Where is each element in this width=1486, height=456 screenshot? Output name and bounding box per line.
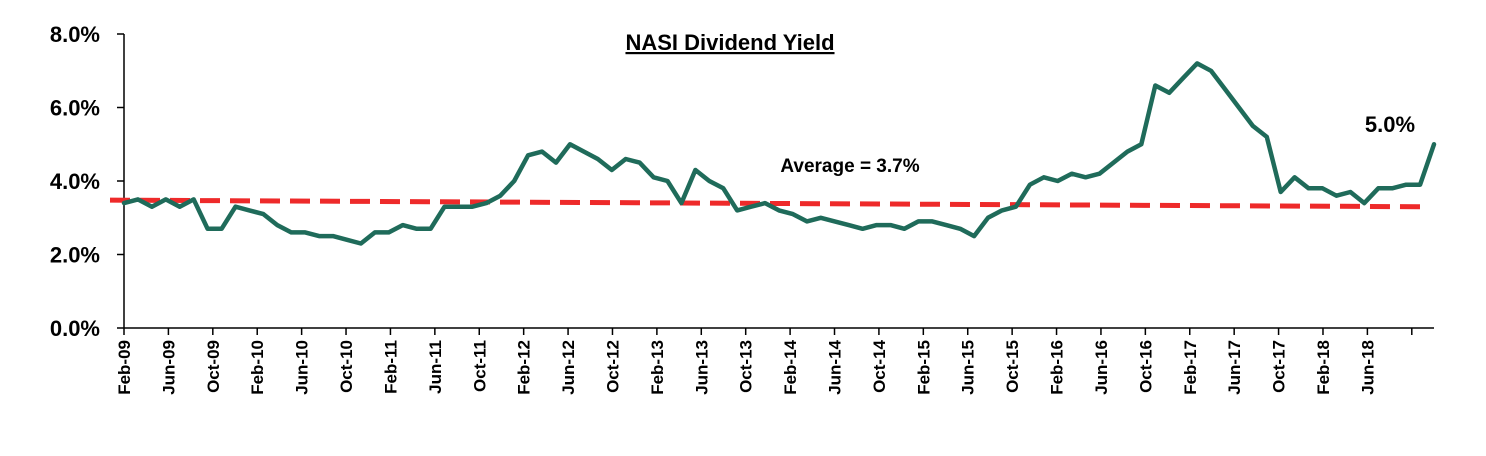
x-tick-label: Jun-12 <box>559 340 578 395</box>
series-group <box>121 61 1437 246</box>
chart-title: NASI Dividend Yield <box>625 30 834 55</box>
x-tick-label: Oct-13 <box>737 340 756 393</box>
x-tick-label: Feb-14 <box>781 339 800 394</box>
x-tick-label: Jun-14 <box>826 339 845 394</box>
x-tick-label: Feb-13 <box>648 340 667 395</box>
x-tick-label: Oct-16 <box>1136 340 1155 393</box>
x-tick-label: Jun-15 <box>959 340 978 395</box>
x-tick-label: Feb-17 <box>1181 340 1200 395</box>
average-line <box>109 197 1423 210</box>
y-tick-label: 8.0% <box>50 22 100 47</box>
x-tick-label: Feb-10 <box>248 340 267 395</box>
y-tick-label: 0.0% <box>50 316 100 341</box>
x-tick-label: Oct-14 <box>870 339 889 392</box>
x-tick-label: Feb-16 <box>1048 340 1067 395</box>
x-tick-label: Feb-11 <box>381 340 400 394</box>
y-tick-label: 2.0% <box>50 243 100 268</box>
x-tick-label: Oct-11 <box>470 340 489 392</box>
latest-value-annotation: 5.0% <box>1365 112 1415 137</box>
x-tick-label: Oct-17 <box>1270 340 1289 393</box>
x-tick-label: Oct-12 <box>603 340 622 393</box>
x-tick-label: Feb-09 <box>115 340 134 395</box>
x-tick-label: Feb-18 <box>1314 340 1333 395</box>
x-tick-label: Feb-15 <box>914 340 933 395</box>
x-tick-label: Jun-10 <box>293 340 312 395</box>
average-annotation: Average = 3.7% <box>780 156 919 177</box>
x-tick-label: Jun-16 <box>1092 340 1111 395</box>
y-tick-label: 6.0% <box>50 96 100 121</box>
x-tick-label: Oct-15 <box>1003 340 1022 393</box>
y-axis: 0.0% 2.0% 4.0% 6.0% 8.0% <box>50 22 125 341</box>
x-tick-label: Jun-09 <box>159 340 178 395</box>
average-line-group <box>109 197 1423 210</box>
y-tick-label: 4.0% <box>50 169 100 194</box>
x-tick-label: Oct-10 <box>337 340 356 393</box>
series-line <box>121 61 1437 246</box>
x-tick-label: Jun-17 <box>1225 340 1244 395</box>
x-axis: Feb-09 Jun-09 Oct-09 Feb-10 Jun-10 Oct-10 Feb-… <box>115 327 1434 395</box>
x-tick-label: Jun-13 <box>692 340 711 395</box>
x-tick-label: Oct-09 <box>204 340 223 393</box>
x-tick-label: Feb-12 <box>515 340 534 395</box>
x-tick-label: Jun-11 <box>426 340 445 394</box>
x-tick-label: Jun-18 <box>1358 340 1377 395</box>
